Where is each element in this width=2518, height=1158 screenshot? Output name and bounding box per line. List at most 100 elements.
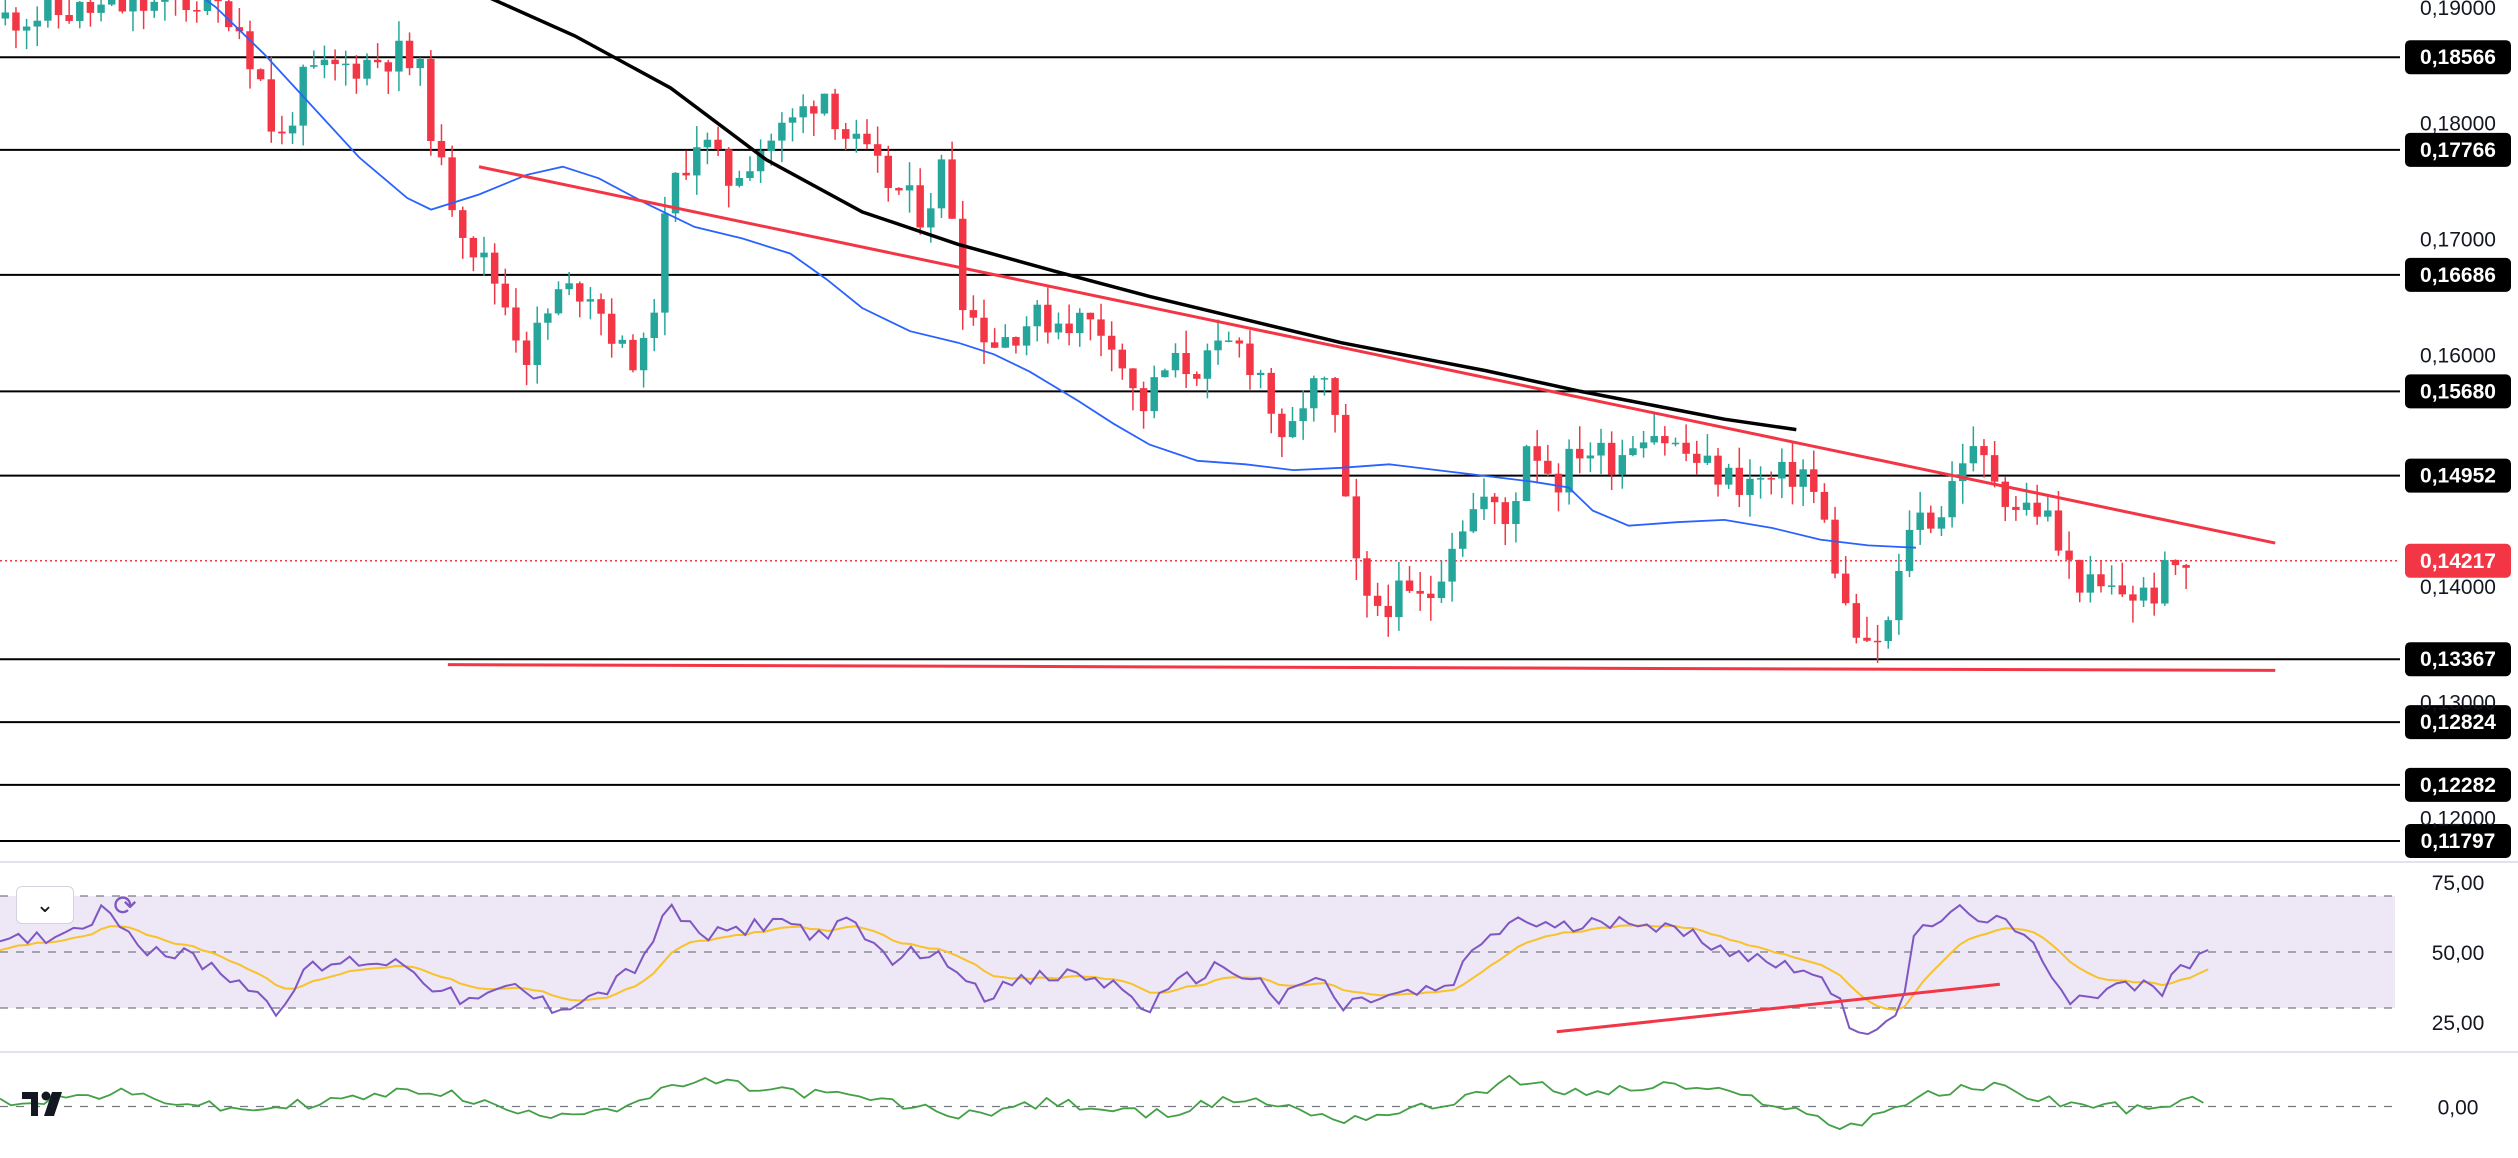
candle-body [1927,512,1935,529]
candle-body [1512,501,1520,525]
candle-body [310,65,318,67]
price-tick-label: 0,19000 [2420,0,2496,20]
candle-body [1522,446,1531,502]
candle-body [905,185,914,191]
candle-body [1810,469,1818,492]
rsi-line [0,903,2209,1036]
level-badge [2405,642,2511,677]
candle-body [671,172,680,214]
candle-body [246,31,254,70]
candle-body [1799,469,1807,487]
candle-body [1022,326,1031,346]
refresh-icon: ⟳ [113,888,137,922]
candle-body [1937,517,1946,529]
candle-body [841,129,850,139]
candle-body [118,0,127,12]
candle-body [320,59,329,66]
candle-body [788,117,797,123]
candle-body [884,155,892,188]
candle-body [1,12,10,19]
candle-body [2171,559,2180,566]
price-tick-label: 0,13000 [2420,692,2496,715]
candle-body [1129,368,1137,389]
candle-body [1661,436,1669,444]
moving-averages [204,0,1917,549]
candle-body [937,159,946,209]
candle-body [1895,570,1903,621]
collapse-pane-button[interactable]: ⌄ [16,886,74,924]
candle-body [1480,496,1488,510]
candle-body [1384,605,1392,618]
candle-body [2033,502,2041,517]
candle-body [1171,352,1180,371]
candle-body [1224,340,1233,342]
candle-body [2076,559,2084,593]
candle-body [1044,304,1052,333]
candle-body [554,289,563,314]
candle-body [820,93,829,114]
candle-body [54,0,63,16]
candle-body [1363,558,1371,596]
level-badge [2405,40,2511,75]
candle-body [129,0,137,12]
candle-body [1139,388,1148,412]
candle-body [586,299,595,302]
candle-body [863,133,871,145]
candle-body [1490,496,1499,503]
candle-body [22,26,31,31]
candle-body [852,133,861,139]
candle-body [1884,620,1892,642]
grid-layer [0,861,2518,1053]
candle-body [1756,478,1765,480]
candle-body [373,59,382,63]
trendlines [447,165,2276,672]
candle-body [86,1,95,13]
candle-body [576,283,584,302]
candle-body [597,299,605,314]
candle-body [1214,340,1222,351]
candle-body [214,0,222,2]
candle-body [1299,408,1307,422]
candle-body [256,69,265,80]
candle-body [544,313,552,323]
candle-body [1288,421,1297,438]
candle-body [427,58,435,141]
candle-body [1001,337,1010,348]
rsi-pane: 75,00 50,00 25,00 [0,872,2485,1036]
level-badge [2405,458,2511,493]
candle-body [714,139,722,150]
candle-body [1256,372,1265,376]
candle-body [799,106,807,118]
price-tick-label: 0,12000 [2420,807,2496,830]
candle-body [522,340,531,365]
rsi-band [0,896,2395,1008]
candle-body [607,313,616,344]
candle-body [182,0,190,11]
candle-body [2150,587,2158,604]
level-badge [2405,767,2511,802]
momentum-line [0,1074,2204,1131]
candle-body [735,177,744,186]
candle-body [2054,510,2063,551]
candle-body [1980,446,1988,456]
rsi-trendline [1556,982,2000,1034]
candle-body [76,1,84,21]
candle-body [1746,478,1754,495]
candle-body [959,218,967,311]
level-badge-label: 0,12282 [2420,774,2496,797]
candle-body [2065,550,2073,560]
candle-body [1958,463,1967,482]
refresh-button[interactable]: ⟳ [106,886,144,924]
candle-body [724,149,733,186]
rsi-tick-label: 25,00 [2432,1012,2485,1035]
price-tick-label: 0,18000 [2420,113,2496,136]
candle-body [161,0,169,2]
candle-body [2139,587,2148,601]
candle-body [1841,573,1850,604]
candle-body [1565,448,1573,493]
candle-body [193,10,201,12]
level-badge [2405,374,2511,409]
candle-body [1703,455,1712,463]
level-badge-label: 0,15680 [2420,380,2496,403]
